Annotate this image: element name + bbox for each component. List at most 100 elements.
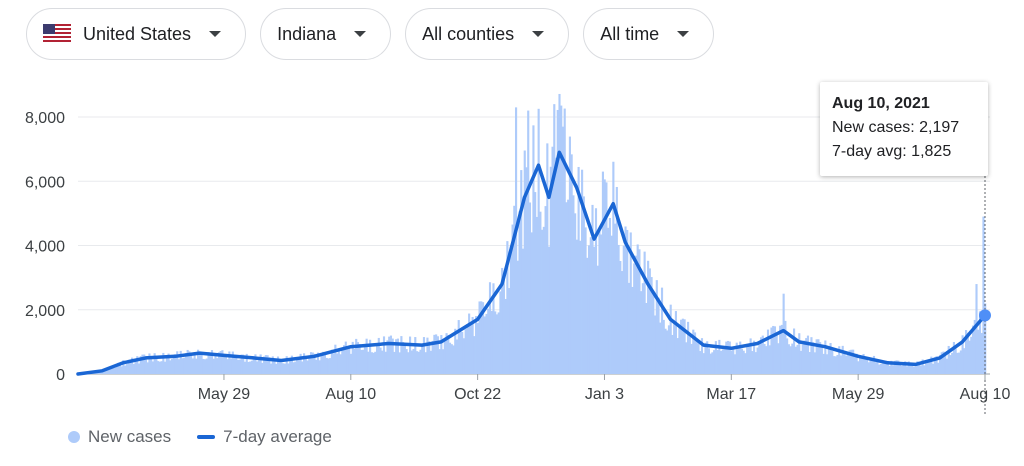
new-cases-bar — [356, 342, 360, 374]
new-cases-bar — [139, 356, 142, 374]
new-cases-bar — [932, 363, 935, 374]
new-cases-bar — [892, 365, 895, 374]
new-cases-bar — [980, 332, 983, 374]
new-cases-bar — [832, 356, 836, 374]
new-cases-bar — [480, 301, 483, 374]
new-cases-bar — [558, 93, 561, 375]
time-range-filter-label: All time — [600, 23, 660, 44]
country-filter[interactable]: United States — [26, 8, 247, 60]
new-cases-bar — [596, 265, 599, 374]
new-cases-bar — [640, 291, 643, 374]
new-cases-bar — [271, 356, 274, 374]
new-cases-bar — [659, 322, 662, 374]
new-cases-bar — [977, 329, 980, 374]
new-cases-bar — [805, 338, 808, 374]
new-cases-bar — [292, 362, 295, 374]
new-cases-bar — [349, 353, 353, 374]
new-cases-bar — [330, 349, 333, 374]
new-cases-bar — [346, 346, 349, 374]
new-cases-bar — [332, 353, 335, 374]
x-tick-label: Mar 17 — [706, 386, 756, 403]
new-cases-bar — [879, 363, 883, 374]
new-cases-bar — [820, 345, 823, 374]
new-cases-bar — [228, 351, 231, 374]
new-cases-bar — [869, 359, 872, 374]
new-cases-bar — [283, 363, 287, 374]
new-cases-bar — [148, 353, 151, 374]
new-cases-bar — [754, 352, 757, 374]
new-cases-bar — [961, 335, 964, 374]
new-cases-bar — [865, 359, 869, 374]
new-cases-bar — [276, 356, 280, 374]
new-cases-bar — [245, 353, 248, 374]
new-cases-bar — [723, 349, 726, 374]
new-cases-bar — [704, 342, 707, 374]
new-cases-bar — [108, 366, 111, 374]
new-cases-bar — [772, 325, 775, 374]
new-cases-bar — [520, 170, 523, 374]
new-cases-bar — [822, 353, 825, 374]
new-cases-bar — [838, 346, 841, 374]
new-cases-bar — [172, 355, 175, 374]
new-cases-bar — [761, 335, 764, 374]
new-cases-bar — [113, 367, 116, 374]
new-cases-bar — [952, 341, 955, 374]
new-cases-bar — [448, 342, 452, 374]
new-cases-bar — [876, 359, 879, 374]
new-cases-bar — [252, 357, 255, 374]
new-cases-bar — [417, 351, 420, 374]
new-cases-bar — [565, 202, 568, 374]
new-cases-bar — [581, 169, 584, 374]
new-cases-bar — [942, 351, 945, 374]
new-cases-bar — [803, 340, 806, 374]
new-cases-bar — [221, 350, 224, 374]
new-cases-bar — [476, 323, 479, 374]
new-cases-bar — [323, 352, 326, 374]
new-cases-bar — [798, 333, 801, 374]
new-cases-bar — [709, 353, 712, 374]
new-cases-bar — [904, 361, 907, 374]
state-filter[interactable]: Indiana — [260, 8, 392, 60]
new-cases-bar — [860, 356, 863, 374]
new-cases-bar — [612, 161, 615, 374]
new-cases-bar — [462, 338, 466, 374]
new-cases-bar — [813, 352, 816, 374]
new-cases-bar — [322, 351, 325, 374]
new-cases-bar — [947, 345, 950, 374]
new-cases-bar — [945, 358, 949, 374]
new-cases-bar — [949, 355, 952, 374]
new-cases-bar — [146, 362, 149, 374]
new-cases-bar — [287, 363, 290, 374]
new-cases-bar — [728, 341, 731, 374]
new-cases-bar — [895, 360, 898, 374]
new-cases-bar — [339, 354, 342, 374]
new-cases-bar — [231, 351, 234, 374]
new-cases-bar — [907, 361, 910, 374]
new-cases-bar — [605, 182, 608, 374]
new-cases-bar — [815, 339, 818, 374]
new-cases-bar — [758, 344, 761, 374]
new-cases-bar — [485, 313, 488, 374]
chart-legend: New cases 7-day average — [68, 427, 332, 447]
new-cases-bar — [610, 235, 613, 374]
new-cases-bar — [589, 237, 592, 374]
time-range-filter[interactable]: All time — [583, 8, 715, 60]
new-cases-bar — [824, 340, 827, 374]
new-cases-bar — [638, 249, 641, 374]
new-cases-bar — [494, 311, 497, 374]
new-cases-bar — [188, 351, 191, 374]
new-cases-bar — [567, 199, 570, 374]
new-cases-bar — [217, 352, 221, 374]
new-cases-bar — [301, 361, 304, 374]
new-cases-bar — [647, 260, 650, 374]
new-cases-bar — [403, 345, 406, 374]
county-filter[interactable]: All counties — [405, 8, 570, 60]
new-cases-bar — [653, 315, 657, 374]
new-cases-bar — [363, 344, 366, 374]
new-cases-bar — [641, 283, 644, 374]
new-cases-bar — [268, 357, 271, 374]
new-cases-bar — [801, 344, 804, 374]
new-cases-bar — [881, 363, 884, 374]
x-tick-label: May 29 — [198, 386, 251, 403]
